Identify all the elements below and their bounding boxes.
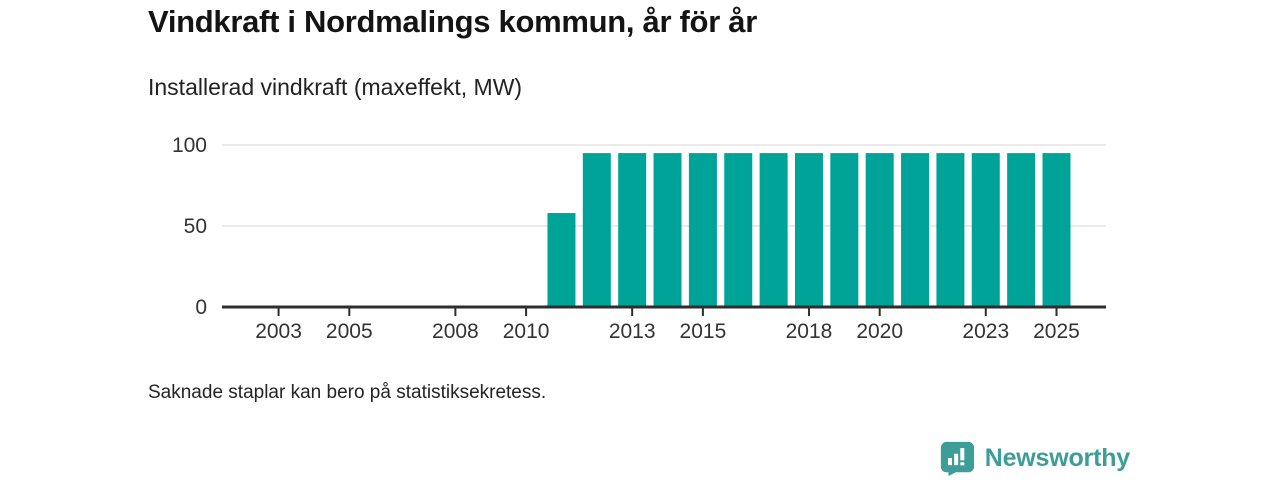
newsworthy-logo: Newsworthy <box>938 440 1130 477</box>
bar-2025 <box>1042 153 1071 307</box>
bar-2022 <box>936 153 965 307</box>
bar-2021 <box>901 153 930 307</box>
x-tick-label-2018: 2018 <box>786 320 833 343</box>
bar-2023 <box>971 153 1000 307</box>
x-tick-label-2003: 2003 <box>255 320 302 343</box>
bar-2020 <box>865 153 894 307</box>
icon-bar-1 <box>947 458 952 466</box>
x-tick-label-2023: 2023 <box>962 320 1009 343</box>
page-title: Vindkraft i Nordmalings kommun, år för å… <box>148 4 757 39</box>
bar-2016 <box>724 153 753 307</box>
icon-exclamation-bar <box>960 448 965 461</box>
footnote: Saknade staplar kan bero på statistiksek… <box>148 382 547 403</box>
x-tick-label-2025: 2025 <box>1033 320 1080 343</box>
icon-bar-2 <box>953 453 958 466</box>
x-tick-label-2010: 2010 <box>503 320 550 343</box>
newsworthy-chart-bubble-icon <box>940 441 974 477</box>
x-tick-label-2013: 2013 <box>609 320 656 343</box>
y-tick-label-100: 100 <box>172 134 207 157</box>
bar-2012 <box>582 153 611 307</box>
icon-exclamation-dot <box>960 462 965 466</box>
bar-2017 <box>759 153 788 307</box>
bar-2019 <box>830 153 859 307</box>
chart-subtitle: Installerad vindkraft (maxeffekt, MW) <box>148 74 523 100</box>
bar-2015 <box>688 153 717 307</box>
bar-chart: 2003 2005 2008 2010 2013 2015 2018 2020 2023 2025… <box>172 134 1106 343</box>
bar-2014 <box>653 153 682 307</box>
bar-2018 <box>794 153 823 307</box>
x-tick-label-2005: 2005 <box>326 320 373 343</box>
bar-2024 <box>1007 153 1036 307</box>
y-tick-label-50: 50 <box>184 215 207 238</box>
newsworthy-wordmark: Newsworthy <box>984 444 1130 472</box>
bar-2011 <box>547 213 576 307</box>
y-tick-label-0: 0 <box>195 296 207 319</box>
x-tick-label-2020: 2020 <box>856 320 903 343</box>
x-tick-label-2015: 2015 <box>680 320 727 343</box>
bar-2013 <box>618 153 647 307</box>
x-tick-label-2008: 2008 <box>432 320 479 343</box>
